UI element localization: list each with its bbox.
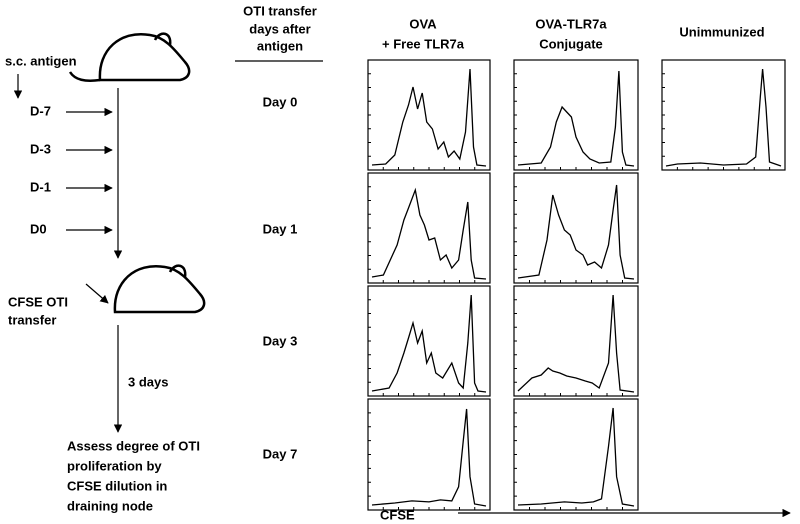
row-label: Day 1 [263,221,298,236]
column-header: Conjugate [539,36,603,51]
histogram-frame [367,398,491,511]
histogram-curve [517,294,635,393]
day-label: D-3 [30,141,51,156]
column-header: OVA-TLR7a [535,16,607,31]
histogram-curve [371,294,487,393]
day-label: D-1 [30,179,51,194]
histogram-frame [367,172,491,284]
interval-label: 3 days [128,374,168,389]
antigen-label: s.c. antigen [5,53,77,68]
histogram-frame [513,398,639,511]
column-header: OVA [409,16,437,31]
mouse-icon [68,32,191,82]
readout-text: CFSE dilution in [67,478,167,493]
day-label: D-7 [30,103,51,118]
transfer-label: CFSE OTI [8,294,68,309]
transfer-label: transfer [8,312,56,327]
day-label: D0 [30,221,47,236]
row-label: Day 0 [263,94,298,109]
column-header: + Free TLR7a [382,36,465,51]
histogram-curve [517,407,635,507]
readout-text: Assess degree of OTI [67,438,200,453]
histogram-curve [371,408,487,507]
readout-text: proliferation by [67,458,162,473]
column-header: Unimmunized [679,24,764,39]
row-label: Day 3 [263,333,298,348]
histogram-curve [517,70,635,167]
row-header: days after [249,21,310,36]
x-axis-label: CFSE [380,507,415,522]
histogram-curve [665,68,782,167]
histogram-curve [371,68,487,167]
arrow [85,283,109,304]
row-header: OTI transfer [243,3,317,18]
histogram-curve [371,187,487,280]
readout-text: draining node [67,498,153,513]
mouse-icon [113,264,206,314]
histogram-curve [517,184,635,280]
row-label: Day 7 [263,446,298,461]
row-header: antigen [257,38,303,53]
